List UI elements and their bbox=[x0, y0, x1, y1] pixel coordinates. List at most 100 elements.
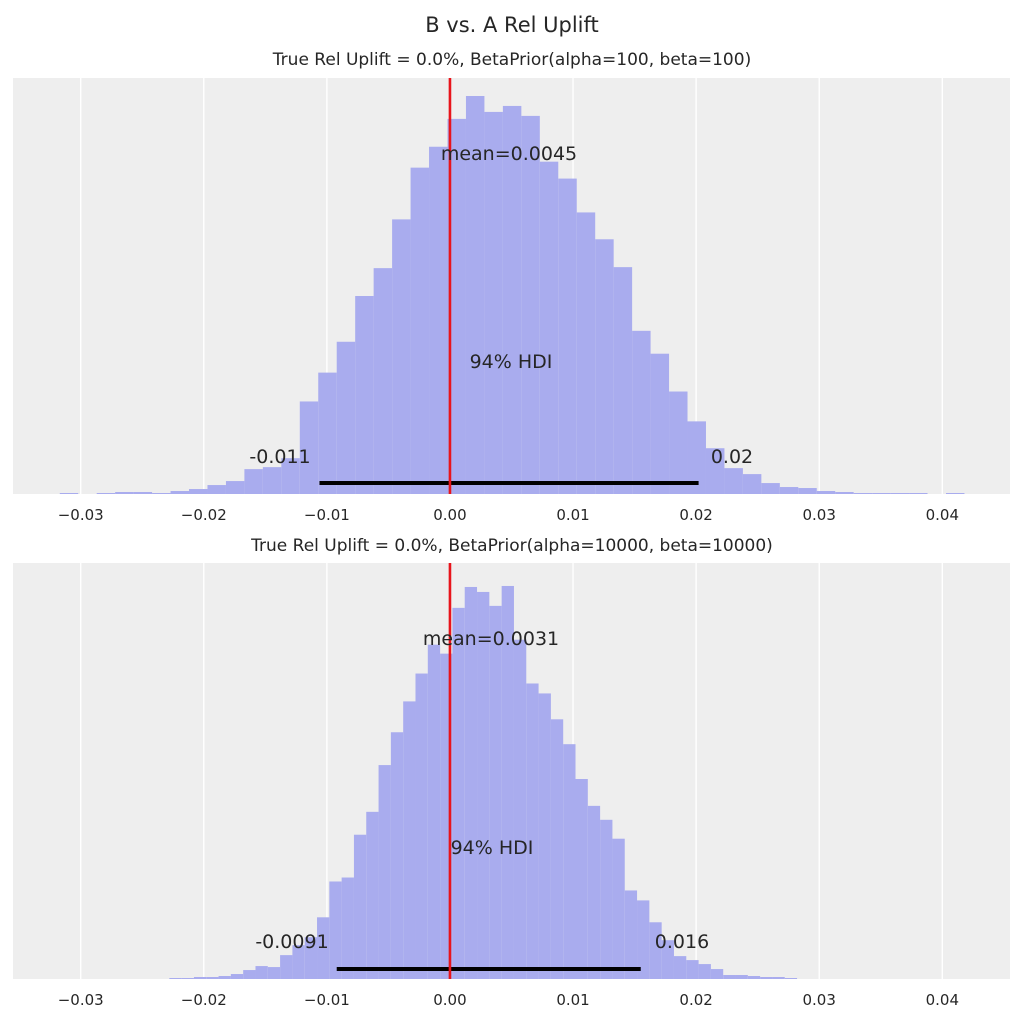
bottom-hdi-label: 94% HDI bbox=[451, 837, 534, 859]
bottom-x-tick-labels: −0.03 −0.02 −0.01 0.00 0.01 0.02 0.03 0.04 bbox=[58, 991, 959, 1009]
top-histogram-bar-40 bbox=[798, 488, 817, 494]
top-histogram-bar-16 bbox=[355, 295, 374, 494]
top-x-tick-label-1: −0.02 bbox=[181, 506, 227, 524]
bottom-histogram-bar-34 bbox=[587, 805, 601, 979]
top-histogram-bar-5 bbox=[152, 493, 171, 494]
top-histogram-bar-43 bbox=[853, 493, 873, 494]
top-histogram-bar-45 bbox=[890, 493, 910, 494]
top-histogram-bar-44 bbox=[872, 493, 891, 494]
bottom-histogram-bar-26 bbox=[489, 605, 502, 979]
top-x-tick-label-7: 0.04 bbox=[926, 506, 959, 524]
bottom-histogram-bar-10 bbox=[292, 945, 305, 979]
top-histogram-bar-7 bbox=[189, 489, 208, 494]
bottom-histogram-bar-27 bbox=[501, 585, 514, 979]
bottom-histogram-bar-16 bbox=[366, 811, 379, 979]
top-histogram-bar-14 bbox=[318, 372, 337, 494]
bottom-histogram-bar-23 bbox=[452, 607, 465, 979]
bottom-histogram-bar-3 bbox=[206, 977, 219, 979]
bottom-histogram-bar-45 bbox=[723, 975, 736, 979]
bottom-hdi-high-label: 0.016 bbox=[655, 931, 709, 953]
bottom-histogram-bar-43 bbox=[698, 964, 711, 979]
top-histogram-bar-29 bbox=[595, 239, 614, 494]
top-histogram-bar-17 bbox=[373, 268, 393, 494]
bottom-histogram-bar-7 bbox=[255, 966, 268, 979]
top-histogram-bar-38 bbox=[761, 483, 780, 494]
top-histogram-bar-19 bbox=[410, 167, 430, 494]
bottom-histogram-bar-44 bbox=[710, 969, 724, 979]
bottom-mean-label: mean=0.0031 bbox=[423, 628, 559, 650]
bottom-hdi-low-label: -0.0091 bbox=[255, 931, 328, 953]
top-histogram-bar-30 bbox=[613, 267, 633, 494]
top-histogram-bar-46 bbox=[909, 493, 928, 494]
bottom-x-tick-label-2: −0.01 bbox=[304, 991, 350, 1009]
top-x-tick-label-2: −0.01 bbox=[304, 506, 350, 524]
top-histogram-bar-48 bbox=[945, 493, 965, 494]
bottom-histogram-bars bbox=[169, 585, 798, 979]
top-hdi-high-label: 0.02 bbox=[711, 446, 753, 468]
top-histogram-bar-32 bbox=[650, 353, 670, 494]
top-histogram-bar-24 bbox=[502, 105, 522, 494]
bottom-histogram-bar-29 bbox=[526, 683, 539, 979]
bottom-x-tick-label-3: 0.00 bbox=[433, 991, 466, 1009]
bottom-histogram-bar-35 bbox=[600, 819, 613, 979]
top-mean-label: mean=0.0045 bbox=[441, 143, 577, 165]
top-histogram-bar-25 bbox=[521, 115, 540, 495]
top-x-tick-label-4: 0.01 bbox=[556, 506, 589, 524]
bottom-histogram-bar-48 bbox=[760, 977, 773, 979]
bottom-histogram-bar-14 bbox=[341, 877, 354, 979]
top-x-tick-label-6: 0.03 bbox=[803, 506, 836, 524]
bottom-histogram-bar-1 bbox=[181, 978, 194, 979]
top-histogram-bar-20 bbox=[429, 146, 448, 494]
top-histogram-bar-27 bbox=[558, 178, 577, 494]
top-histogram-bar-36 bbox=[724, 468, 743, 494]
bottom-histogram-bar-17 bbox=[378, 765, 391, 979]
top-histogram-bar-26 bbox=[539, 161, 559, 495]
top-histogram-bar-35 bbox=[705, 448, 725, 494]
bottom-histogram-bar-25 bbox=[477, 591, 490, 979]
bottom-histogram-bar-11 bbox=[304, 937, 318, 979]
bottom-histogram-bar-6 bbox=[243, 970, 256, 979]
bottom-histogram-bar-33 bbox=[575, 779, 588, 979]
bottom-x-tick-label-0: −0.03 bbox=[58, 991, 104, 1009]
top-histogram-bar-21 bbox=[447, 118, 466, 494]
top-hdi-label: 94% HDI bbox=[470, 351, 553, 373]
top-histogram-bar-22 bbox=[465, 96, 485, 494]
bottom-histogram-bar-4 bbox=[218, 976, 231, 979]
bottom-histogram-bar-21 bbox=[427, 644, 441, 979]
bottom-histogram-bar-2 bbox=[193, 977, 207, 979]
bottom-histogram-bar-49 bbox=[772, 977, 785, 979]
top-hdi-low-label: -0.011 bbox=[249, 446, 310, 468]
bottom-histogram-bar-9 bbox=[280, 955, 293, 979]
top-histogram-bar-28 bbox=[576, 212, 596, 495]
top-histogram-bars bbox=[59, 96, 965, 495]
top-histogram-bar-15 bbox=[336, 341, 356, 494]
bottom-histogram-bar-50 bbox=[784, 978, 798, 979]
bottom-histogram-bar-13 bbox=[329, 881, 342, 979]
top-histogram-bar-31 bbox=[632, 330, 651, 494]
top-histogram-bar-4 bbox=[133, 492, 153, 494]
top-histogram-bar-11 bbox=[262, 467, 282, 494]
top-histogram-bar-9 bbox=[225, 481, 245, 494]
bottom-histogram-bar-38 bbox=[637, 900, 650, 979]
top-panel-title: True Rel Uplift = 0.0%, BetaPrior(alpha=… bbox=[272, 50, 751, 70]
bottom-histogram-bar-24 bbox=[464, 586, 478, 979]
bottom-x-tick-label-7: 0.04 bbox=[926, 991, 959, 1009]
top-x-tick-label-3: 0.00 bbox=[433, 506, 466, 524]
bottom-histogram-bar-20 bbox=[415, 673, 428, 979]
bottom-histogram-bar-18 bbox=[390, 732, 404, 979]
top-histogram-bar-6 bbox=[170, 491, 190, 494]
figure-suptitle: B vs. A Rel Uplift bbox=[425, 13, 599, 37]
top-histogram-bar-8 bbox=[207, 485, 226, 494]
bottom-histogram-panel: True Rel Uplift = 0.0%, BetaPrior(alpha=… bbox=[13, 536, 1010, 1009]
bottom-x-tick-label-1: −0.02 bbox=[181, 991, 227, 1009]
top-histogram-bar-3 bbox=[115, 492, 134, 494]
bottom-histogram-bar-15 bbox=[353, 834, 367, 979]
bottom-panel-title: True Rel Uplift = 0.0%, BetaPrior(alpha=… bbox=[250, 536, 773, 556]
top-histogram-bar-37 bbox=[742, 474, 762, 494]
bottom-histogram-bar-32 bbox=[563, 744, 576, 979]
bottom-x-tick-label-5: 0.02 bbox=[679, 991, 712, 1009]
bottom-histogram-bar-19 bbox=[403, 701, 416, 979]
top-histogram-bar-42 bbox=[835, 492, 854, 494]
top-histogram-bar-23 bbox=[484, 111, 503, 495]
bottom-histogram-bar-0 bbox=[169, 978, 182, 979]
